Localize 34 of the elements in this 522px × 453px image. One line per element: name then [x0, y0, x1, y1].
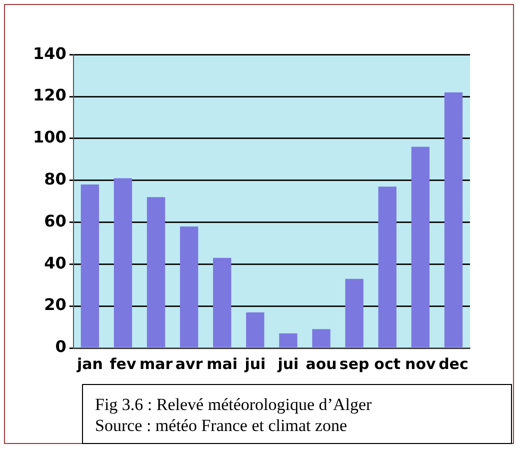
- y-tick-label: 60: [44, 211, 66, 230]
- y-tick-label: 0: [55, 337, 66, 356]
- x-tick-label: oct: [374, 354, 401, 373]
- x-tick-label: avr: [175, 354, 204, 373]
- y-tick-label: 20: [44, 295, 66, 314]
- bar: [345, 278, 364, 348]
- y-tick-label: 140: [32, 44, 66, 63]
- y-tick-label: 120: [32, 86, 66, 105]
- bar: [213, 258, 232, 348]
- x-tick-label: dec: [438, 354, 468, 373]
- caption: Fig 3.6 : Relevé météorologique d’Alger: [95, 394, 373, 415]
- bar: [378, 186, 396, 348]
- x-tick-label: aou: [306, 354, 337, 373]
- bar: [279, 333, 298, 348]
- x-tick-label: fev: [110, 354, 136, 373]
- y-tick-label: 40: [44, 253, 66, 272]
- bar: [180, 226, 198, 348]
- bar: [444, 92, 463, 348]
- x-tick-label: jan: [76, 354, 103, 373]
- x-tick-label: jui: [244, 354, 266, 373]
- y-tick-label: 80: [44, 170, 66, 188]
- bar: [146, 197, 166, 348]
- bar: [246, 312, 264, 348]
- x-tick-label: nov: [405, 354, 436, 373]
- y-tick-label: 100: [32, 128, 66, 147]
- x-tick-label: jui: [276, 354, 299, 373]
- x-tick-label: mar: [139, 354, 174, 373]
- bar: [312, 329, 330, 348]
- source-note: Source : météo France et climat zone: [95, 415, 348, 436]
- bar: [114, 178, 132, 348]
- bar: [80, 184, 100, 348]
- x-tick-label: mai: [206, 354, 238, 373]
- x-tick-label: sep: [339, 354, 370, 373]
- bar: [411, 146, 430, 348]
